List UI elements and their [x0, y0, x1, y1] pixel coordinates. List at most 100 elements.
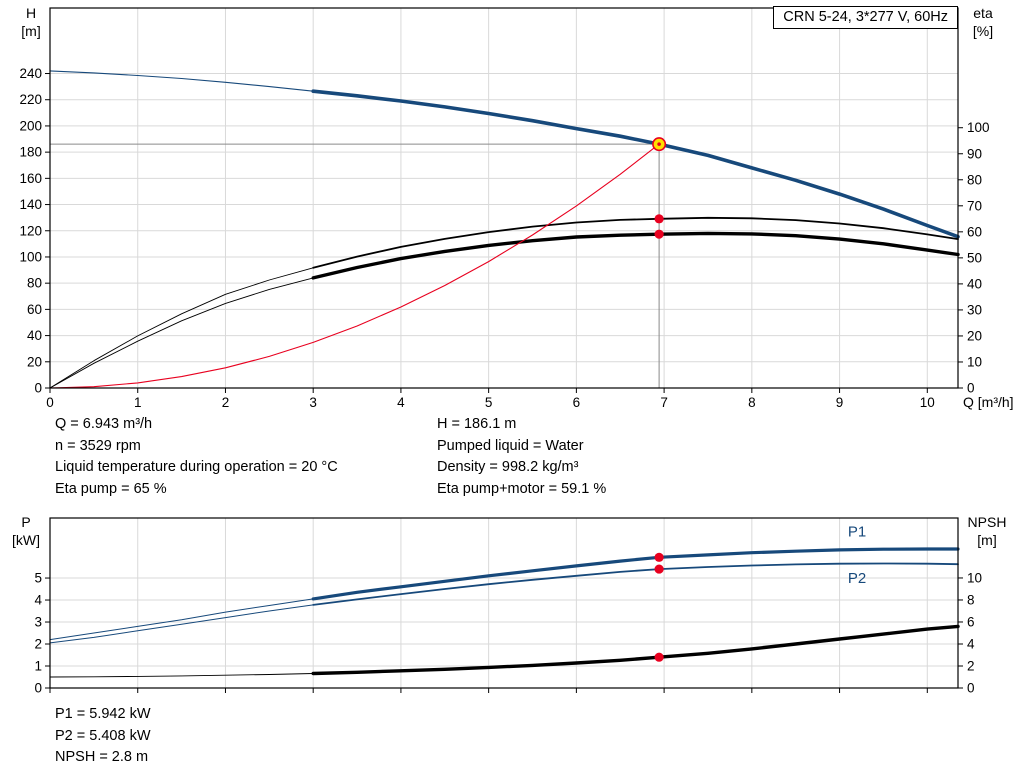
x-tick-label: 0 [46, 395, 54, 410]
duty-info-right: H = 186.1 m Pumped liquid = Water Densit… [437, 414, 606, 500]
power-npsh-chart: 0 1 2 3 4 5 0 2 4 6 8 10 P1 P2 [34, 517, 982, 696]
info-p2: P2 = 5.408 kW [55, 727, 151, 744]
y-right-tick-label: 6 [967, 614, 975, 629]
y-left-tick-label: 80 [27, 276, 42, 291]
info-flow: Q = 6.943 m³/h [55, 416, 153, 432]
x-tick-label: 2 [222, 395, 230, 410]
x-tick-label: 8 [748, 395, 756, 410]
head-curve [311, 89, 960, 239]
y-left-tick-label: 240 [19, 66, 42, 81]
duty-point-dot [654, 564, 664, 574]
info-pumped-liquid: Pumped liquid = Water [437, 437, 584, 454]
y-left-tick-label: 0 [34, 681, 42, 696]
q-axis-label: Q [m³/h] [963, 394, 1014, 410]
y-left-tick-label: 3 [34, 615, 42, 630]
y-right-tick-label: 4 [967, 636, 975, 651]
y-left-tick-label: 140 [19, 197, 42, 212]
h-axis-symbol: H [25, 5, 37, 21]
info-npsh: NPSH = 2.8 m [55, 749, 149, 765]
y-right-tick-label: 8 [967, 592, 975, 607]
y-right-tick-label: 50 [967, 250, 982, 265]
y-right-tick-label: 10 [967, 570, 982, 585]
y-left-tick-label: 4 [34, 593, 42, 608]
plot-frame [49, 7, 959, 389]
power-info: P1 = 5.942 kW P2 = 5.408 kW NPSH = 2.8 m [55, 704, 151, 769]
x-tick-label: 9 [836, 395, 844, 410]
p2-curve-lead [49, 604, 314, 644]
y-right-tick-label: 30 [967, 302, 982, 317]
y-left-tick-label: 220 [19, 92, 42, 107]
hq-eta-chart: 0204060801001201401601802002202400102030… [19, 7, 990, 410]
y-right-tick-label: 80 [967, 172, 982, 187]
p-axis-symbol: P [21, 514, 31, 530]
eta-pump-curve-lead [49, 267, 314, 389]
x-tick-label: 1 [134, 395, 142, 410]
info-head: H = 186.1 m [437, 416, 517, 432]
duty-info-left: Q = 6.943 m³/h n = 3529 rpm Liquid tempe… [55, 414, 338, 500]
p-axis-label: P [kW] [4, 513, 48, 549]
y-right-tick-label: 2 [967, 658, 975, 673]
series-label-p2: P2 [848, 570, 866, 587]
info-density: Density = 998.2 kg/m³ [437, 459, 579, 475]
y-right-tick-label: 40 [967, 276, 982, 291]
eta-pump-curve [312, 216, 959, 269]
y-left-tick-label: 20 [27, 354, 42, 369]
info-p1: P1 = 5.942 kW [55, 706, 151, 722]
info-eta-pump-motor: Eta pump+motor = 59.1 % [437, 480, 607, 497]
x-tick-label: 10 [920, 395, 935, 410]
x-tick-label: 5 [485, 395, 493, 410]
p1-curve-lead [49, 598, 314, 641]
duty-point-dot [654, 214, 664, 224]
y-left-tick-label: 1 [34, 659, 42, 674]
eta-axis-label: eta [%] [960, 4, 1006, 40]
y-left-tick-label: 160 [19, 171, 42, 186]
eta-axis-unit: [%] [972, 23, 994, 39]
y-left-tick-label: 120 [19, 223, 42, 238]
y-right-tick-label: 100 [967, 120, 990, 135]
y-right-tick-label: 70 [967, 198, 982, 213]
pump-title-box: CRN 5-24, 3*277 V, 60Hz [773, 6, 958, 29]
npsh-curve [311, 624, 960, 676]
y-left-tick-label: 0 [34, 381, 42, 396]
y-left-tick-label: 2 [34, 637, 42, 652]
head-curve-lead [49, 70, 314, 92]
plot-frame [49, 517, 959, 689]
y-left-tick-label: 60 [27, 302, 42, 317]
h-axis-label: H [m] [12, 4, 50, 40]
info-liquid-temperature: Liquid temperature during operation = 20… [55, 459, 338, 475]
x-tick-label: 7 [660, 395, 668, 410]
y-right-tick-label: 0 [967, 681, 975, 696]
y-right-tick-label: 20 [967, 328, 982, 343]
info-speed: n = 3529 rpm [55, 437, 141, 454]
y-left-tick-label: 180 [19, 145, 42, 160]
y-right-tick-label: 90 [967, 146, 982, 161]
x-tick-label: 4 [397, 395, 405, 410]
y-left-tick-label: 5 [34, 571, 42, 586]
y-left-tick-label: 200 [19, 118, 42, 133]
operating-point-center [657, 142, 661, 146]
duty-point-dot [654, 652, 664, 662]
npsh-axis-symbol: NPSH [967, 514, 1007, 530]
npsh-axis-label: NPSH [m] [956, 513, 1018, 549]
x-tick-label: 3 [309, 395, 317, 410]
series-label-p1: P1 [848, 523, 866, 540]
eta-axis-symbol: eta [973, 5, 993, 21]
p1-curve [311, 547, 960, 601]
duty-point-dot [654, 229, 664, 239]
p-axis-unit: [kW] [12, 532, 40, 548]
duty-point-dot [654, 552, 664, 562]
y-right-tick-label: 60 [967, 224, 982, 239]
system-curve [49, 143, 660, 389]
info-eta-pump: Eta pump = 65 % [55, 480, 167, 497]
y-right-tick-label: 10 [967, 354, 982, 369]
eta-total-curve-lead [49, 277, 314, 389]
h-axis-unit: [m] [21, 23, 41, 39]
y-left-tick-label: 100 [19, 249, 42, 264]
y-right-tick-label: 0 [967, 381, 975, 396]
x-tick-label: 6 [573, 395, 581, 410]
npsh-curve-lead [49, 673, 314, 678]
npsh-axis-unit: [m] [977, 532, 997, 548]
eta-total-curve [311, 231, 960, 280]
